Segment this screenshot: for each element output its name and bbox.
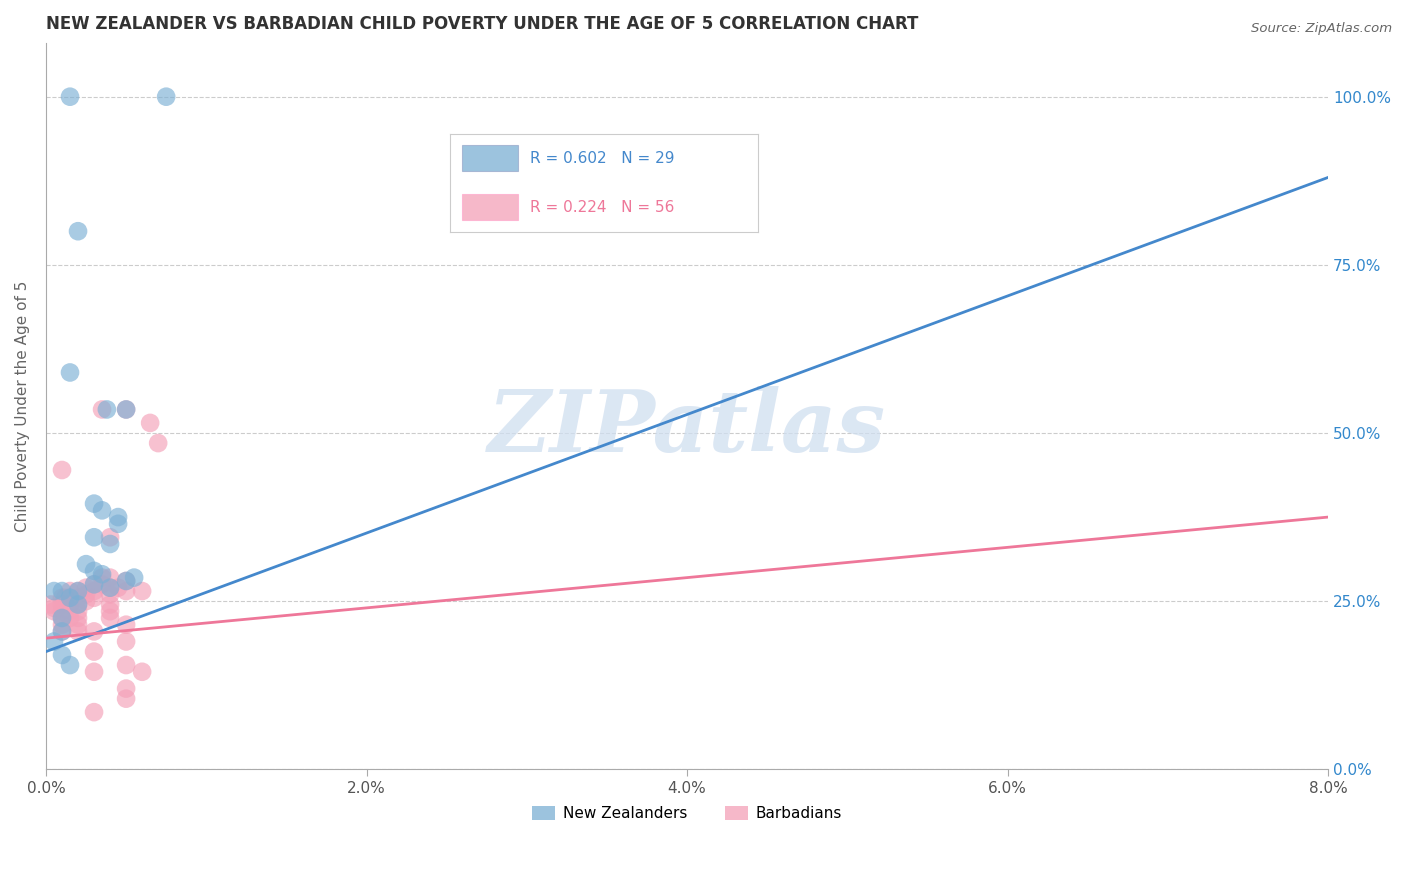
Point [66,598,89,612]
Point [115,617,138,632]
Point [98,571,121,585]
Point [98,581,121,595]
Point [107,510,129,524]
Point [98,587,121,601]
Point [115,634,138,648]
Point [42,604,65,618]
Point [59,604,82,618]
Point [107,581,129,595]
Point [66,584,89,599]
Point [66,624,89,639]
Point [115,402,138,417]
Point [66,591,89,605]
Point [51,591,73,605]
Point [42,584,65,599]
Point [51,463,73,477]
Point [91,567,114,582]
Text: ZIPatlas: ZIPatlas [488,386,886,470]
Point [39,598,62,612]
Point [115,574,138,588]
Point [59,584,82,599]
Point [42,634,65,648]
Point [66,224,89,238]
Point [115,681,138,696]
Point [66,584,89,599]
Point [51,648,73,662]
Point [66,617,89,632]
Point [139,416,162,430]
Point [96,402,118,417]
Point [66,604,89,618]
Point [75,594,97,608]
Point [115,691,138,706]
Point [83,644,105,658]
Text: Source: ZipAtlas.com: Source: ZipAtlas.com [1251,22,1392,36]
Point [115,658,138,673]
Point [122,571,145,585]
Point [75,581,97,595]
Point [98,611,121,625]
Point [98,581,121,595]
Point [115,402,138,417]
Point [83,577,105,591]
Point [51,611,73,625]
Point [83,530,105,544]
Point [59,611,82,625]
Point [51,617,73,632]
Legend: New Zealanders, Barbadians: New Zealanders, Barbadians [526,800,848,827]
Point [51,598,73,612]
Point [91,402,114,417]
Point [51,624,73,639]
Point [66,611,89,625]
Point [83,624,105,639]
Point [83,665,105,679]
Point [59,591,82,605]
Point [146,436,169,450]
Point [51,624,73,639]
Point [98,604,121,618]
Point [131,584,153,599]
Point [115,584,138,599]
Point [155,89,177,103]
Point [51,584,73,599]
Point [91,503,114,517]
Point [53,591,76,605]
Point [107,516,129,531]
Point [51,611,73,625]
Point [83,564,105,578]
Point [91,577,114,591]
Point [42,600,65,615]
Point [83,584,105,599]
Point [131,665,153,679]
Point [51,604,73,618]
Point [98,537,121,551]
Point [59,658,82,673]
Point [98,530,121,544]
Point [66,598,89,612]
Point [59,89,82,103]
Point [98,598,121,612]
Point [59,366,82,380]
Point [83,577,105,591]
Point [115,574,138,588]
Y-axis label: Child Poverty Under the Age of 5: Child Poverty Under the Age of 5 [15,280,30,532]
Point [75,587,97,601]
Text: NEW ZEALANDER VS BARBADIAN CHILD POVERTY UNDER THE AGE OF 5 CORRELATION CHART: NEW ZEALANDER VS BARBADIAN CHILD POVERTY… [46,15,918,33]
Point [83,497,105,511]
Point [75,557,97,571]
Point [83,705,105,719]
Point [83,591,105,605]
Point [91,571,114,585]
Point [59,591,82,605]
Point [59,598,82,612]
